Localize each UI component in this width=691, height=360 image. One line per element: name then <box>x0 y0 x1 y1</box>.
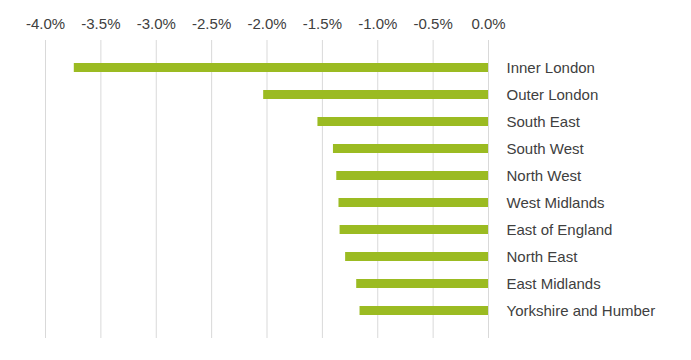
svg-text:South West: South West <box>507 140 585 157</box>
svg-text:East of England: East of England <box>507 221 613 238</box>
svg-text:Inner London: Inner London <box>507 59 595 76</box>
svg-text:-3.5%: -3.5% <box>81 15 120 32</box>
svg-text:-3.0%: -3.0% <box>137 15 176 32</box>
svg-text:-4.0%: -4.0% <box>26 15 65 32</box>
svg-text:Yorkshire and Humber: Yorkshire and Humber <box>507 302 656 319</box>
svg-text:-2.5%: -2.5% <box>192 15 231 32</box>
svg-text:Outer London: Outer London <box>507 86 599 103</box>
svg-text:North East: North East <box>507 248 579 265</box>
svg-text:East Midlands: East Midlands <box>507 275 601 292</box>
svg-text:-0.5%: -0.5% <box>414 15 453 32</box>
svg-text:-1.0%: -1.0% <box>358 15 397 32</box>
svg-text:-1.5%: -1.5% <box>303 15 342 32</box>
svg-text:0.0%: 0.0% <box>471 15 505 32</box>
svg-text:-2.0%: -2.0% <box>247 15 286 32</box>
svg-text:North West: North West <box>507 167 583 184</box>
svg-text:South East: South East <box>507 113 581 130</box>
svg-text:West Midlands: West Midlands <box>507 194 605 211</box>
